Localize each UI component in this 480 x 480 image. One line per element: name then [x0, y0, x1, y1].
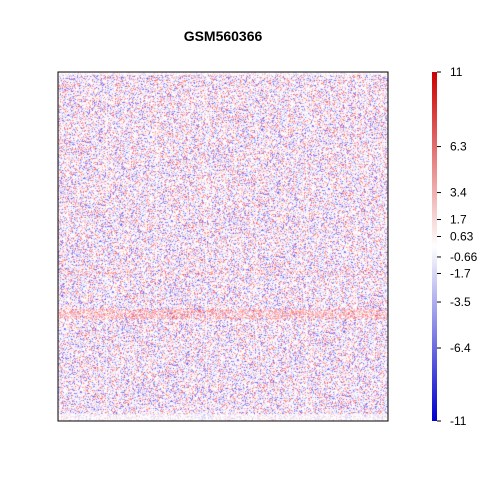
colorbar-tick-label: 0.63: [450, 230, 474, 244]
colorbar-tick-label: -1.7: [450, 266, 471, 280]
colorbar-tick-label: -6.4: [450, 341, 471, 355]
colorbar-tick-label: 1.7: [450, 213, 467, 227]
chart-title: GSM560366: [184, 28, 263, 44]
plot-frame: [57, 71, 389, 422]
heatmap-plot-area: [58, 72, 388, 421]
colorbar: 11 6.3 3.4 1.7 0.63 -0.66 -1.7 -3.5 -6.4 -11: [432, 65, 478, 428]
colorbar-gradient: [432, 72, 437, 421]
heatmap-cells: [58, 72, 388, 421]
colorbar-tick-label: -11: [450, 414, 467, 428]
colorbar-tick-label: 3.4: [450, 186, 467, 200]
colorbar-tick-label: -3.5: [450, 295, 471, 309]
colorbar-tick-label: 6.3: [450, 140, 467, 154]
colorbar-tick-label: 11: [450, 65, 463, 79]
colorbar-tick-label: -0.66: [450, 250, 478, 264]
